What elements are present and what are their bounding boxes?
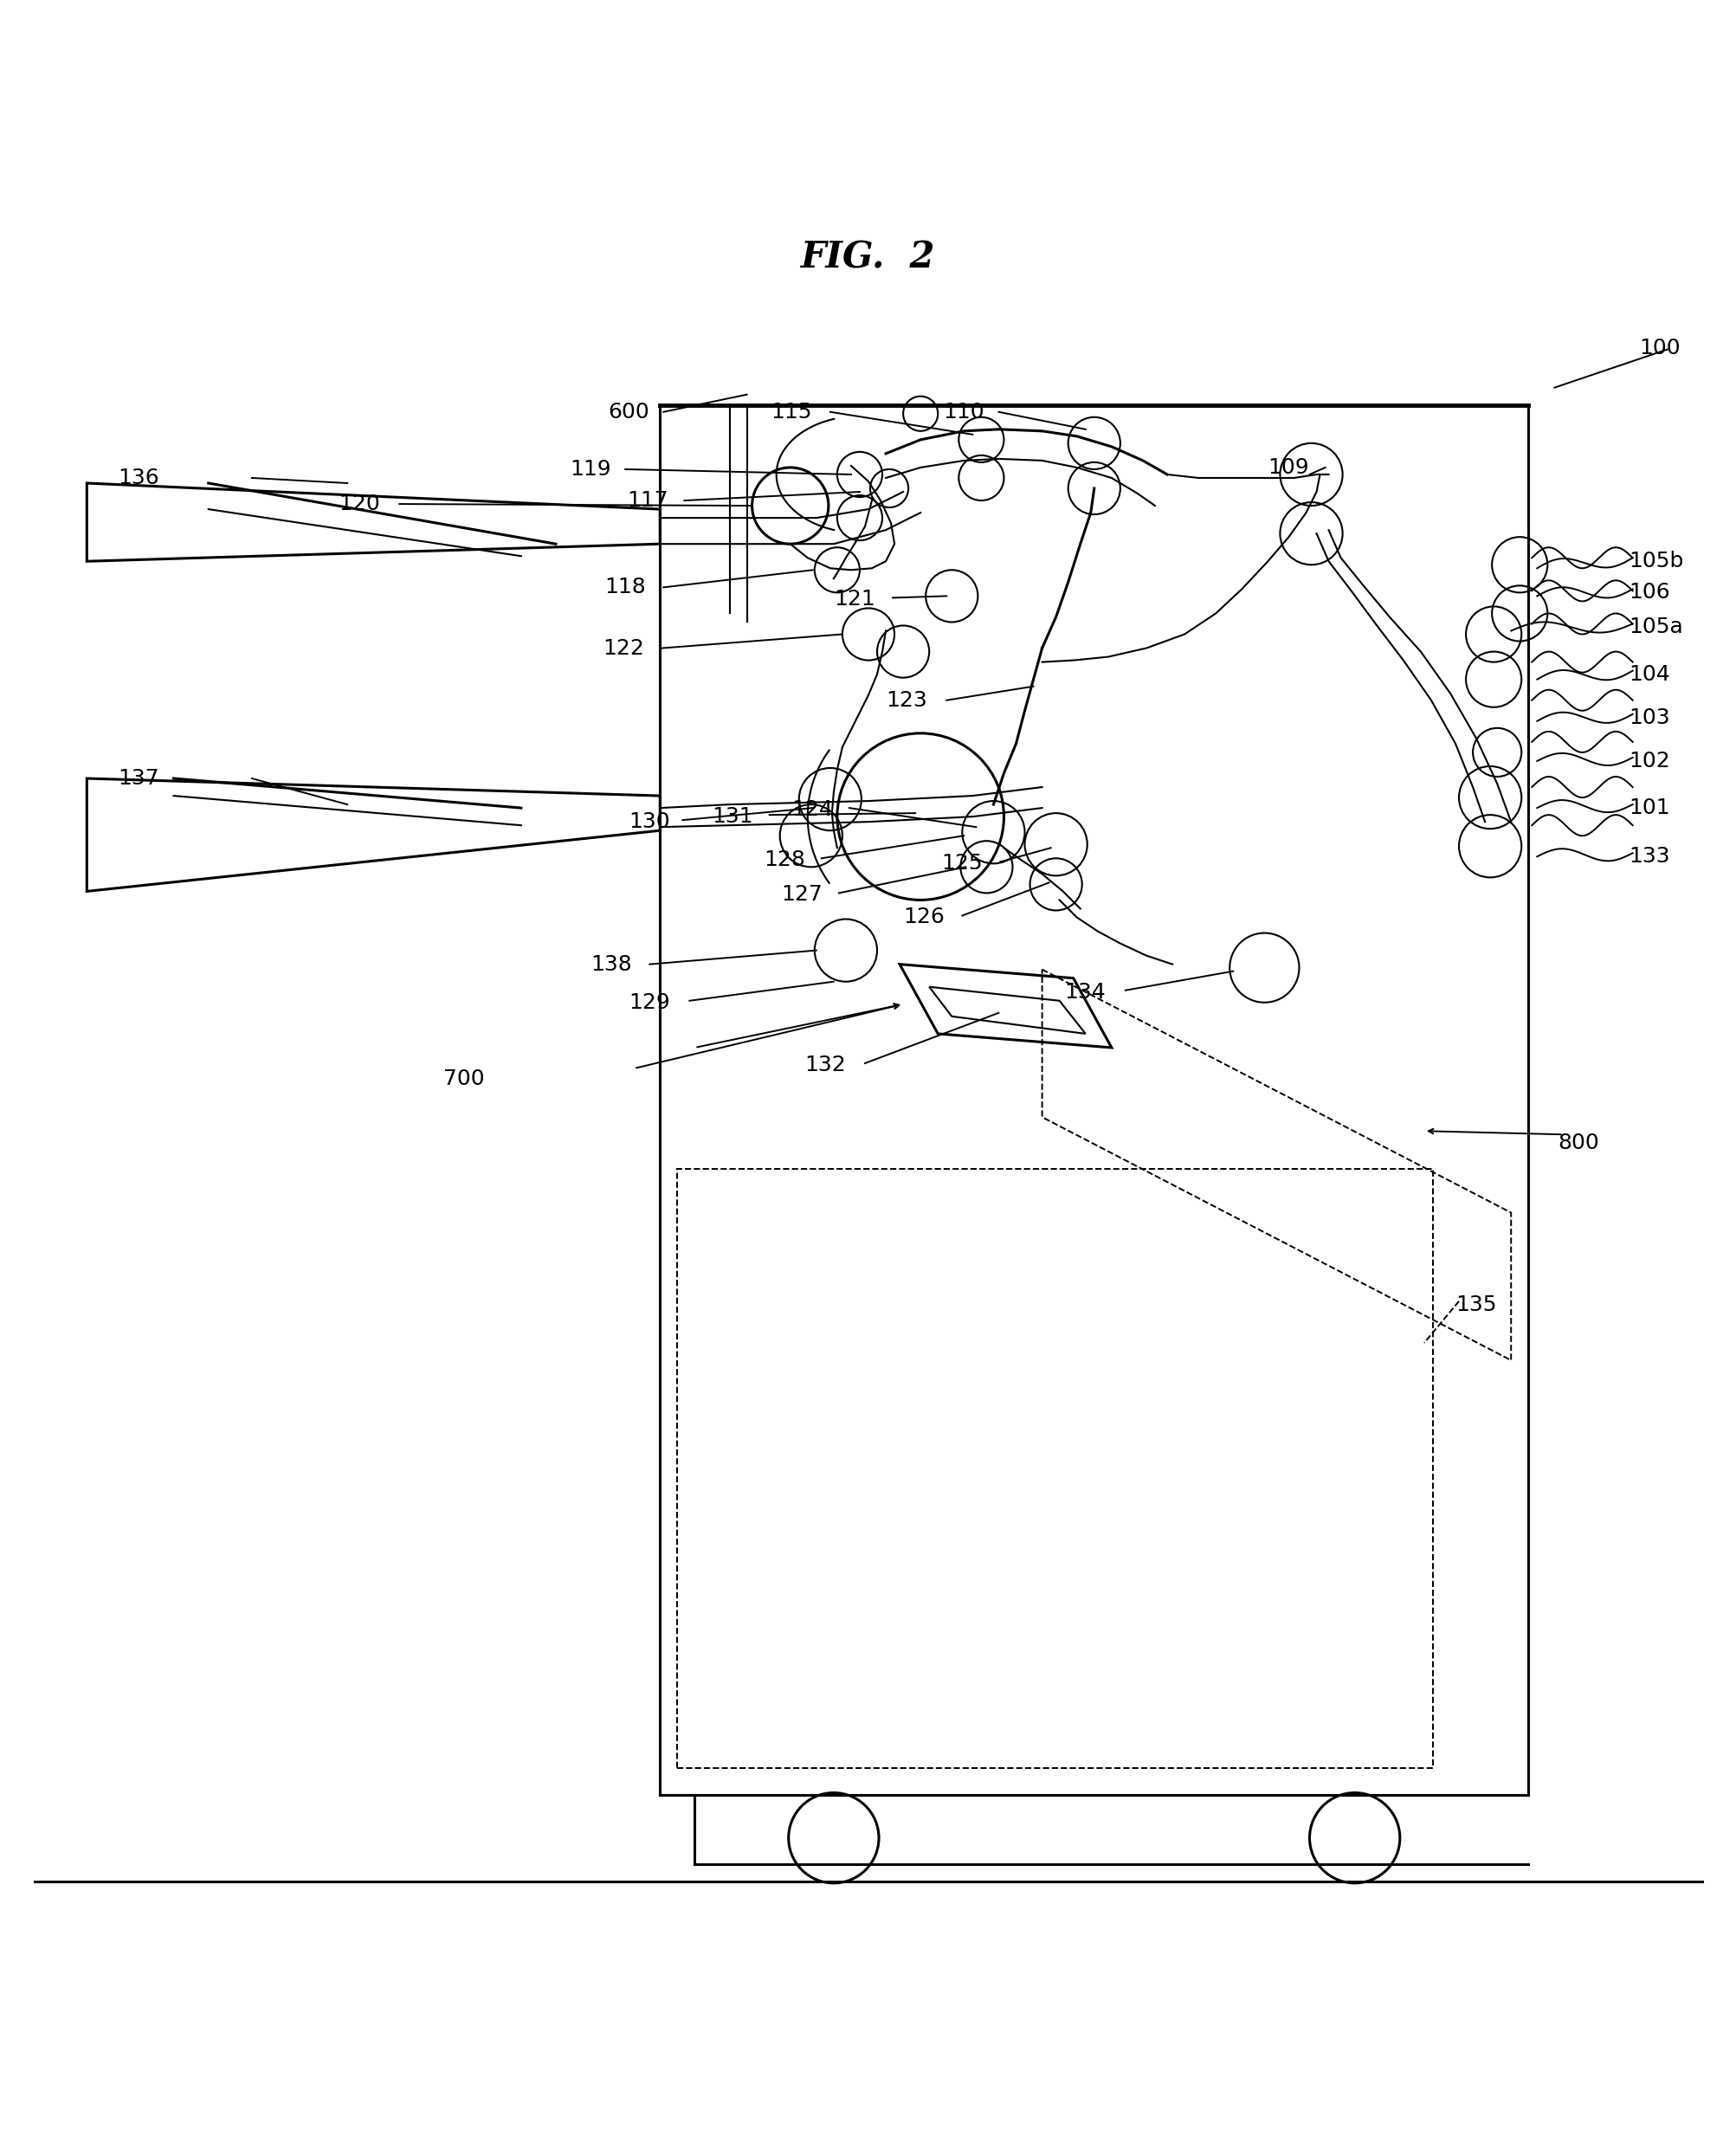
Text: 132: 132 [804,1054,845,1076]
Text: 119: 119 [569,458,611,479]
Text: 101: 101 [1628,797,1670,818]
Text: 110: 110 [943,403,984,422]
Text: 130: 130 [628,812,670,833]
Text: 129: 129 [628,993,670,1014]
Text: 800: 800 [1557,1133,1599,1154]
Text: 115: 115 [771,403,812,422]
Text: 138: 138 [590,954,632,976]
Text: 117: 117 [627,490,668,511]
Text: 134: 134 [1064,982,1106,1003]
Text: 128: 128 [764,850,806,871]
Text: 600: 600 [608,403,649,422]
Text: 122: 122 [602,637,644,658]
Text: 700: 700 [443,1069,484,1088]
Text: 127: 127 [781,884,823,905]
Text: 118: 118 [604,577,646,599]
Text: 126: 126 [903,907,944,929]
Text: 105a: 105a [1628,618,1682,637]
Text: FIG.  2: FIG. 2 [800,239,936,275]
Text: 125: 125 [941,854,983,873]
Text: 136: 136 [118,469,160,488]
Text: 123: 123 [885,690,927,711]
Text: 106: 106 [1628,581,1670,603]
Bar [660,405,1528,1793]
Text: 137: 137 [118,769,160,788]
Text: 133: 133 [1628,846,1670,867]
Text: 124: 124 [792,799,833,820]
Bar [677,1169,1432,1768]
Text: 100: 100 [1639,337,1680,358]
Text: 120: 120 [339,494,380,513]
Text: 105b: 105b [1628,552,1684,571]
Text: 102: 102 [1628,750,1670,771]
Text: 104: 104 [1628,665,1670,684]
Text: 121: 121 [833,590,875,609]
Text: 103: 103 [1628,707,1670,728]
Text: 131: 131 [712,807,753,826]
Text: 135: 135 [1455,1295,1496,1314]
Text: 109: 109 [1267,458,1309,477]
